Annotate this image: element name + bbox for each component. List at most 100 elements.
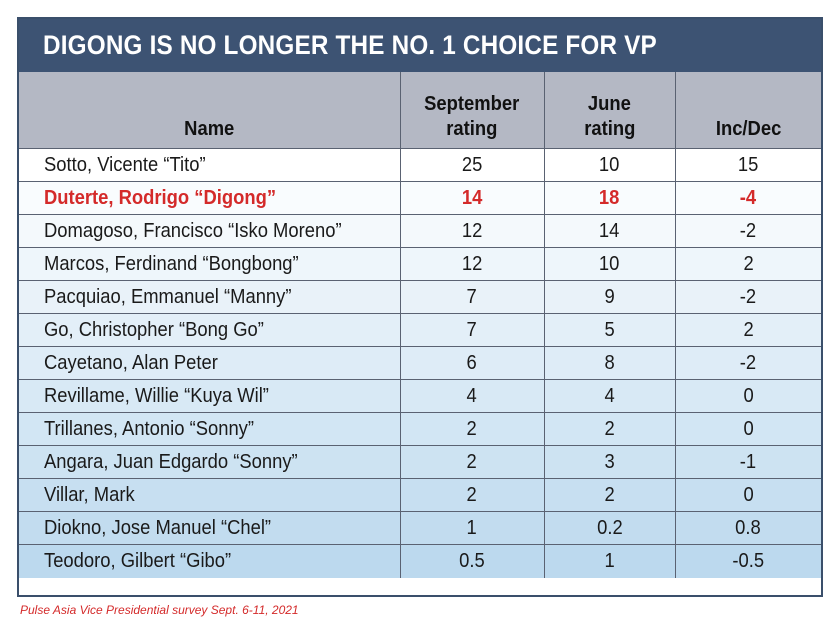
incdec-cell-text: -2 [740,351,757,374]
june-cell-text: 0.2 [596,516,623,539]
september-cell-text: 25 [461,153,483,176]
incdec-cell: -4 [675,181,821,215]
name-cell-text: Teodoro, Gilbert “Gibo” [44,549,232,572]
june-cell: 3 [544,445,676,479]
name-cell: Villar, Mark [19,478,401,512]
september-cell-text: 2 [466,417,478,440]
name-cell-text: Villar, Mark [44,483,135,506]
name-cell-text: Angara, Juan Edgardo “Sonny” [44,450,298,473]
name-cell-text: Domagoso, Francisco “Isko Moreno” [44,219,342,242]
incdec-cell: -2 [675,346,821,380]
september-cell: 7 [400,313,545,347]
september-cell: 6 [400,346,545,380]
incdec-cell-text: 2 [743,318,754,341]
header-september: September rating [400,72,545,149]
september-cell: 4 [400,379,545,413]
header-name-label: Name [184,118,235,140]
june-cell: 10 [544,148,676,182]
september-cell-text: 6 [466,351,478,374]
incdec-cell: 0 [675,478,821,512]
incdec-cell: -2 [675,214,821,248]
june-cell: 9 [544,280,676,314]
name-cell-text: Diokno, Jose Manuel “Chel” [44,516,272,539]
header-june-line2: rating [583,118,636,140]
incdec-cell: -1 [675,445,821,479]
incdec-cell: 2 [675,247,821,281]
september-cell-text: 1 [466,516,478,539]
incdec-cell: 0.8 [675,511,821,545]
june-cell: 1 [544,544,676,578]
september-cell: 12 [400,247,545,281]
september-cell: 12 [400,214,545,248]
name-cell: Duterte, Rodrigo “Digong” [19,181,401,215]
incdec-cell: 15 [675,148,821,182]
june-cell-text: 18 [599,186,620,209]
september-cell: 2 [400,445,545,479]
june-cell-text: 14 [599,219,620,242]
table-row: Villar, Mark 2 2 0 [19,478,821,512]
september-cell-text: 14 [461,186,483,209]
june-cell-text: 9 [604,285,615,308]
name-cell: Pacquiao, Emmanuel “Manny” [19,280,401,314]
june-cell-text: 10 [599,153,620,176]
september-cell-text: 12 [461,252,483,275]
name-cell: Sotto, Vicente “Tito” [19,148,401,182]
name-cell-text: Marcos, Ferdinand “Bongbong” [44,252,299,275]
table-row: Angara, Juan Edgardo “Sonny” 2 3 -1 [19,445,821,479]
table-row: Sotto, Vicente “Tito” 25 10 15 [19,148,821,182]
june-cell-text: 2 [604,483,615,506]
june-cell-text: 5 [604,318,615,341]
name-cell-text: Trillanes, Antonio “Sonny” [44,417,255,440]
incdec-cell: -2 [675,280,821,314]
june-cell-text: 1 [604,549,615,572]
name-cell: Revillame, Willie “Kuya Wil” [19,379,401,413]
table-card: DIGONG IS NO LONGER THE NO. 1 CHOICE FOR… [17,17,823,597]
september-cell-text: 12 [461,219,483,242]
name-cell-text: Pacquiao, Emmanuel “Manny” [44,285,292,308]
table-row: Duterte, Rodrigo “Digong” 14 18 -4 [19,181,821,215]
name-cell: Go, Christopher “Bong Go” [19,313,401,347]
incdec-cell: 0 [675,412,821,446]
incdec-cell-text: -4 [740,186,757,209]
table-row: Cayetano, Alan Peter 6 8 -2 [19,346,821,380]
header-september-line2: rating [446,118,498,140]
incdec-cell: 0 [675,379,821,413]
incdec-cell-text: 15 [738,153,759,176]
september-cell-text: 2 [466,483,478,506]
incdec-cell-text: 0 [743,483,754,506]
june-cell-text: 3 [604,450,615,473]
name-cell: Angara, Juan Edgardo “Sonny” [19,445,401,479]
incdec-cell: -0.5 [675,545,821,578]
table-row: Marcos, Ferdinand “Bongbong” 12 10 2 [19,247,821,281]
june-cell: 14 [544,214,676,248]
table-row: Teodoro, Gilbert “Gibo” 0.5 1 -0.5 [19,544,821,578]
june-cell-text: 4 [604,384,615,407]
incdec-cell-text: 0.8 [735,516,762,539]
incdec-cell-text: -2 [740,219,757,242]
name-cell: Trillanes, Antonio “Sonny” [19,412,401,446]
june-cell: 8 [544,346,676,380]
june-cell-text: 2 [604,417,615,440]
september-cell-text: 7 [466,318,478,341]
june-cell: 2 [544,478,676,512]
table-row: Domagoso, Francisco “Isko Moreno” 12 14 -2 [19,214,821,248]
name-cell: Cayetano, Alan Peter [19,346,401,380]
table-row: Diokno, Jose Manuel “Chel” 1 0.2 0.8 [19,511,821,545]
table-row: Trillanes, Antonio “Sonny” 2 2 0 [19,412,821,446]
table-title: DIGONG IS NO LONGER THE NO. 1 CHOICE FOR… [43,30,657,60]
name-cell-text: Go, Christopher “Bong Go” [44,318,264,341]
september-cell-text: 7 [466,285,478,308]
june-cell: 4 [544,379,676,413]
incdec-cell-text: -2 [740,285,757,308]
september-cell: 25 [400,148,545,182]
header-name: Name [19,72,401,149]
ratings-table: Name September rating June rating Inc/De… [19,72,821,578]
september-cell: 1 [400,511,545,545]
header-row: Name September rating June rating Inc/De… [19,72,821,149]
table-body: Sotto, Vicente “Tito” 25 10 15 Duterte, Rodr… [19,148,821,578]
september-cell: 7 [400,280,545,314]
september-cell: 2 [400,412,545,446]
header-incdec: Inc/Dec [675,72,821,149]
incdec-cell: 2 [675,313,821,347]
name-cell: Domagoso, Francisco “Isko Moreno” [19,214,401,248]
